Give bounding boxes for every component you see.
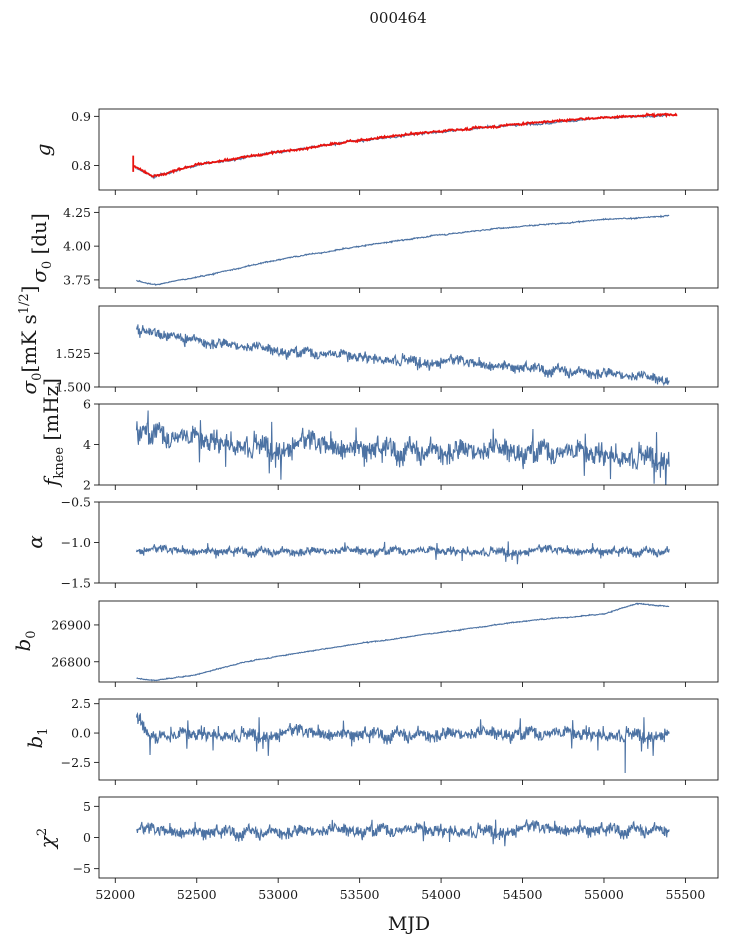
ytick-label-b1: −2.5 [61,755,91,770]
ytick-label-sigma0: 4.25 [63,205,91,220]
ytick-label-b0: 26900 [51,617,91,632]
axes-frame-b1 [98,698,719,781]
axes-g: 0.8 0.9 [71,108,719,195]
xtick-label: 55500 [666,887,706,902]
axes-sigma0: 3.75 4.00 4.25 [63,205,719,293]
ytick-label-chi2: −5 [73,861,91,876]
xtick-label: 54000 [421,887,461,902]
xtick-label: 55000 [584,887,624,902]
ylabel-fknee: fknee [mHz] [39,378,67,488]
chart-title: 000464 [369,9,426,27]
xtick-label: 53500 [340,887,380,902]
ytick-label-b1: 2.5 [71,696,91,711]
ylabel-b0: b0 [11,630,39,651]
xtick-label: 52000 [95,887,135,902]
ytick-label-sigma0-mk: 1.500 [55,380,91,395]
ytick-label-alpha: −1.5 [61,576,91,591]
axes-frame-chi2 [98,796,719,879]
axes-b1: −2.5 0.0 2.5 [61,696,719,785]
ylabel-alpha: α [23,535,47,549]
ytick-label-fknee: 6 [83,397,91,412]
axes-frame-g [98,108,719,191]
ylabel-sigma0-mk: σ0[mK s1/2] [17,285,45,394]
panel-b0: b0 [11,630,39,651]
xlabel: MJD [388,913,430,935]
panel-fknee: fknee [mHz] [39,378,67,488]
ytick-label-sigma0-mk: 1.525 [55,346,91,361]
ylabel-chi2: χ2 [35,828,59,850]
axes-fknee: 2 4 6 [83,397,719,493]
ytick-label-chi2: 5 [83,799,91,814]
axes-frame-sigma0-mk [98,305,719,388]
axes-sigma0-mk: 1.500 1.525 [55,305,719,395]
series-line-sigma0-mk [135,324,670,387]
panel-b1: b1 [23,727,51,748]
ytick-label-b0: 26800 [51,654,91,669]
ytick-label-fknee: 4 [83,437,91,452]
panel-sigma0-mk: σ0[mK s1/2] [17,285,45,394]
series-line-g [136,113,670,180]
series-line-b1 [135,711,670,773]
panel-g: g [31,144,55,157]
panel-sigma0: σ0 [du] [27,213,55,283]
ytick-label-chi2: 0 [83,830,91,845]
axes-frame-sigma0 [98,206,719,289]
ytick-label-alpha: −0.5 [61,495,91,510]
axes-chi2: −5 0 5 52000 52500 53000 53500 54000 54500 55000 5… [73,796,719,902]
ylabel-g: g [31,144,55,157]
panel-alpha: α [23,535,47,549]
ytick-label-alpha: −1.0 [61,535,91,550]
panel-chi2: χ2 [35,828,59,850]
axes-frame-b0 [98,600,719,683]
ylabel-b1: b1 [23,727,51,748]
xtick-label: 53000 [258,887,298,902]
ytick-label-g: 0.8 [71,158,91,173]
ylabel-sigma0: σ0 [du] [27,213,55,283]
series-line-alpha [135,541,670,565]
series-line-fknee [135,410,670,485]
ytick-label-sigma0: 4.00 [63,239,91,254]
axes-b0: 26800 26900 [51,600,719,687]
xtick-label: 52500 [177,887,217,902]
plot-layer: 0.80.93.754.004.251.5001.525246−1.5−1.0−… [51,108,719,902]
series-line-g-overlay [132,112,678,178]
series-line-chi2 [136,819,670,847]
ytick-label-g: 0.9 [71,109,91,124]
ytick-label-b1: 0.0 [71,726,91,741]
axes-frame-alpha [98,501,719,584]
ytick-label-fknee: 2 [83,478,91,493]
ytick-label-sigma0: 3.75 [63,272,91,287]
xtick-label: 54500 [503,887,543,902]
series-line-b0 [136,602,670,682]
series-line-sigma0 [136,214,670,286]
axes-alpha: −1.5 −1.0 −0.5 [61,495,719,591]
